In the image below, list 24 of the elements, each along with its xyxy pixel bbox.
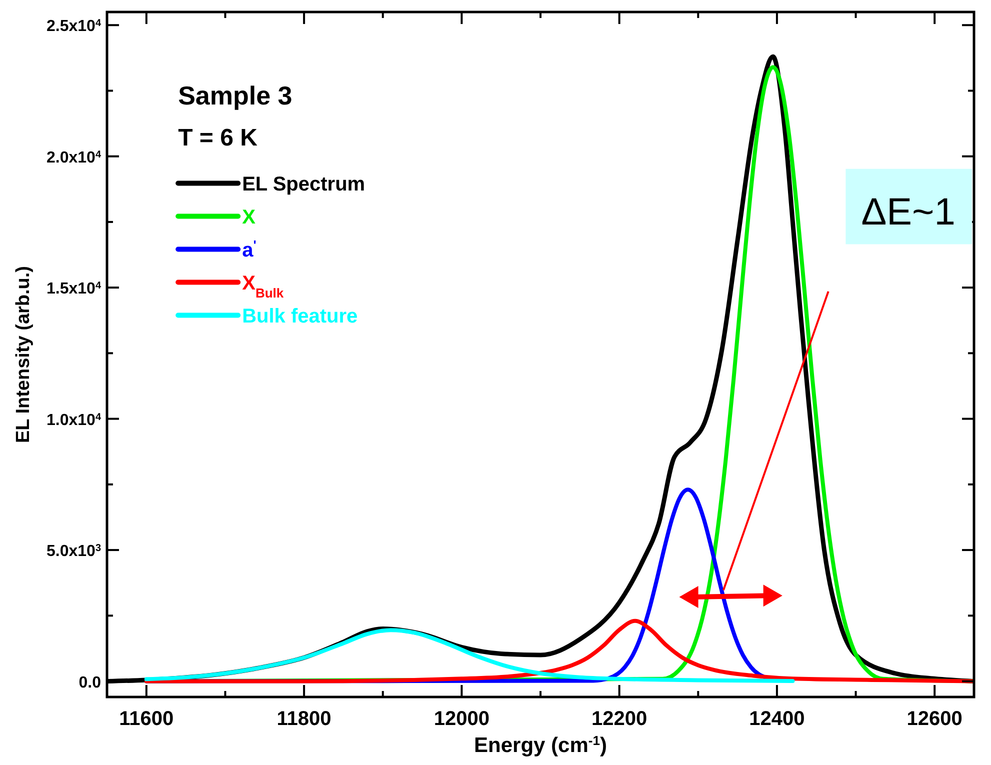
y-tick-label: 5.0x10$^{3}$: [46, 542, 102, 560]
y-tick-label: 2.5x10$^{4}$: [46, 18, 102, 36]
x-tick-label: 11800: [276, 708, 332, 730]
legend-label: EL Spectrum: [242, 173, 366, 196]
legend-label: a$^{'}$: [242, 236, 256, 262]
y-tick-label: 1.0x10$^{4}$: [46, 411, 102, 429]
x-axis-title: Energy (cm$^{-1}$): [474, 732, 607, 757]
y-axis-title: EL Intensity (arb.u.): [13, 266, 34, 444]
annotation: Sample 3: [178, 80, 292, 110]
line-series: [144, 618, 974, 684]
legend-label: X: [242, 206, 256, 228]
line-series: [144, 628, 795, 683]
x-tick-label: 12000: [434, 708, 490, 730]
x-tick-label: 12400: [749, 708, 805, 730]
x-tick-label: 12600: [906, 708, 962, 730]
annotation: T = 6 K: [178, 124, 258, 152]
annotation: ΔE~1: [861, 191, 956, 234]
legend-label: X$_{Bulk}$: [242, 272, 284, 300]
x-tick-label: 11600: [119, 708, 174, 730]
x-tick-label: 12200: [592, 708, 648, 730]
y-tick-label: 1.5x10$^{4}$: [46, 280, 102, 298]
legend-label: Bulk feature: [242, 305, 358, 328]
y-tick-label: 0.0: [78, 674, 102, 692]
y-tick-label: 2.0x10$^{4}$: [46, 148, 102, 166]
